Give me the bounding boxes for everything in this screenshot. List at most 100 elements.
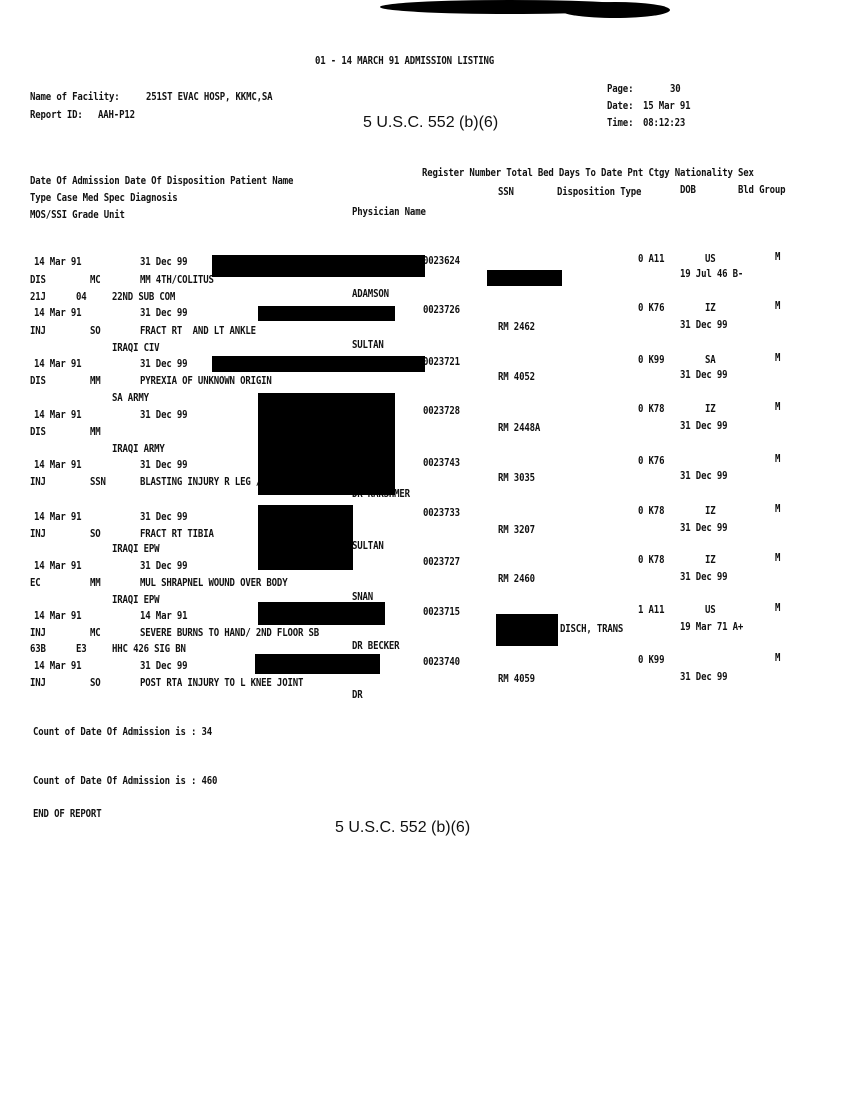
disposition-type: RM 2448A: [498, 421, 541, 434]
admission-count-page: Count of Date Of Admission is : 34: [33, 725, 213, 738]
patient-category: 0 K76: [638, 301, 665, 314]
dob-blood-group: 19 Jul 46 B-: [680, 267, 744, 280]
admission-date: 14 Mar 91: [34, 306, 82, 319]
case-type: DIS: [30, 273, 46, 286]
sex: M: [775, 299, 781, 312]
grade: 04: [76, 290, 87, 303]
disposition-date: 31 Dec 99: [140, 458, 188, 471]
med-spec: MC: [90, 626, 101, 639]
register-number: 0023743: [423, 456, 460, 469]
case-type: INJ: [30, 676, 46, 689]
disposition-type: RM 4059: [498, 672, 535, 685]
case-type: EC: [30, 576, 41, 589]
mos-ssi: 63B: [30, 642, 46, 655]
med-spec: SSN: [90, 475, 106, 488]
med-spec: MC: [90, 273, 101, 286]
nationality: IZ: [705, 301, 716, 314]
sex: M: [775, 651, 781, 664]
redaction-box: [258, 393, 395, 495]
admission-date: 14 Mar 91: [34, 609, 82, 622]
register-number: 0023728: [423, 404, 460, 417]
facility-name: 251ST EVAC HOSP, KKMC,SA: [146, 90, 273, 103]
unit: IRAQI EPW: [112, 542, 160, 555]
physician-name: DR: [352, 688, 363, 701]
sex: M: [775, 250, 781, 263]
redaction-box: [258, 505, 353, 570]
diagnosis: SEVERE BURNS TO HAND/ 2ND FLOOR SB: [140, 626, 320, 639]
redaction-box: [487, 270, 562, 286]
dob-blood-group: 31 Dec 99: [680, 521, 728, 534]
patient-category: 0 K99: [638, 653, 665, 666]
med-spec: MM: [90, 576, 101, 589]
column-header-bld-group: Bld Group: [738, 183, 786, 196]
case-type: INJ: [30, 475, 46, 488]
dob-blood-group: 31 Dec 99: [680, 670, 728, 683]
med-spec: SO: [90, 527, 101, 540]
disposition-type: RM 3035: [498, 471, 535, 484]
scan-artifact: [560, 2, 670, 18]
admission-date: 14 Mar 91: [34, 510, 82, 523]
column-header-line1-right: Register Number Total Bed Days To Date P…: [422, 166, 754, 179]
redaction-box: [212, 255, 425, 277]
dob-blood-group: 31 Dec 99: [680, 469, 728, 482]
grade: E3: [76, 642, 87, 655]
disposition-date: 14 Mar 91: [140, 609, 188, 622]
date-label: Date:: [607, 99, 634, 112]
sex: M: [775, 452, 781, 465]
patient-category: 0 K76: [638, 454, 665, 467]
med-spec: MM: [90, 374, 101, 387]
report-id: AAH-P12: [98, 108, 135, 121]
patient-category: 0 K78: [638, 402, 665, 415]
unit: IRAQI ARMY: [112, 442, 165, 455]
med-spec: SO: [90, 676, 101, 689]
column-header-ssn: SSN: [498, 185, 514, 198]
sex: M: [775, 400, 781, 413]
register-number: 0023727: [423, 555, 460, 568]
case-type: DIS: [30, 425, 46, 438]
column-header-physician: Physician Name: [352, 205, 426, 218]
report-date: 15 Mar 91: [643, 99, 691, 112]
page-number: 30: [670, 82, 681, 95]
redaction-box: [212, 356, 425, 372]
admission-date: 14 Mar 91: [34, 255, 82, 268]
unit: SA ARMY: [112, 391, 149, 404]
diagnosis: MUL SHRAPNEL WOUND OVER BODY: [140, 576, 288, 589]
disposition-date: 31 Dec 99: [140, 357, 188, 370]
disposition-type: RM 3207: [498, 523, 535, 536]
admission-date: 14 Mar 91: [34, 357, 82, 370]
redaction-box: [258, 602, 385, 625]
disposition-date: 31 Dec 99: [140, 255, 188, 268]
end-of-report: END OF REPORT: [33, 807, 102, 820]
report-id-label: Report ID:: [30, 108, 83, 121]
med-spec: SO: [90, 324, 101, 337]
disposition-type: RM 2460: [498, 572, 535, 585]
time-label: Time:: [607, 116, 634, 129]
case-type: INJ: [30, 324, 46, 337]
sex: M: [775, 351, 781, 364]
report-time: 08:12:23: [643, 116, 686, 129]
sex: M: [775, 502, 781, 515]
diagnosis: MM 4TH/COLITUS: [140, 273, 214, 286]
column-header-line1: Date Of Admission Date Of Disposition Pa…: [30, 174, 294, 187]
sex: M: [775, 601, 781, 614]
dob-blood-group: 31 Dec 99: [680, 318, 728, 331]
nationality: SA: [705, 353, 716, 366]
physician-name: SULTAN: [352, 338, 384, 351]
redaction-box: [496, 614, 558, 646]
admission-date: 14 Mar 91: [34, 559, 82, 572]
register-number: 0023715: [423, 605, 460, 618]
report-title: 01 - 14 MARCH 91 ADMISSION LISTING: [315, 54, 495, 67]
disposition-date: 31 Dec 99: [140, 510, 188, 523]
mos-ssi: 21J: [30, 290, 46, 303]
patient-category: 0 K78: [638, 504, 665, 517]
physician-name: SULTAN: [352, 539, 384, 552]
dob-blood-group: 31 Dec 99: [680, 419, 728, 432]
disposition-type: RM 2462: [498, 320, 535, 333]
dob-blood-group: 19 Mar 71 A+: [680, 620, 744, 633]
register-number: 0023721: [423, 355, 460, 368]
redaction-box: [255, 654, 380, 674]
case-type: DIS: [30, 374, 46, 387]
disposition-type: RM 4052: [498, 370, 535, 383]
admission-date: 14 Mar 91: [34, 458, 82, 471]
